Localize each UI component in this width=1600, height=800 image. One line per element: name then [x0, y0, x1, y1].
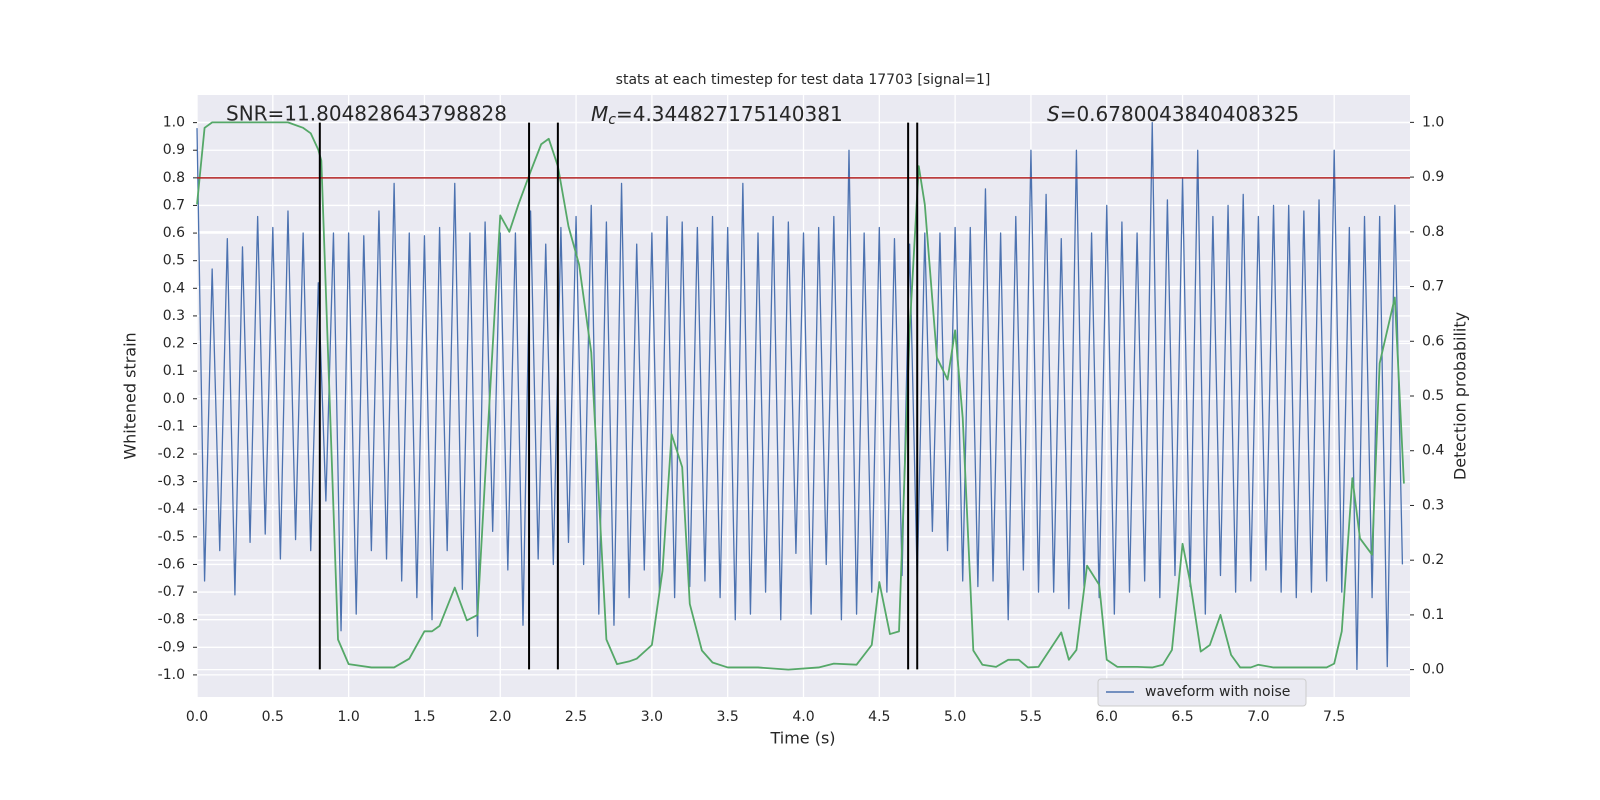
y-tick-label: 0.8 — [163, 170, 185, 186]
annotation-subscript: c — [608, 112, 616, 128]
x-tick-label: 5.0 — [944, 709, 966, 725]
x-tick-label: 7.0 — [1247, 709, 1269, 725]
y2-tick-label: 1.0 — [1422, 114, 1444, 130]
y-tick-label: -0.5 — [158, 529, 185, 545]
y2-tick-label: 0.6 — [1422, 333, 1444, 349]
y-tick-label: 0.2 — [163, 336, 185, 352]
y-tick-label: 0.4 — [163, 280, 185, 296]
x-tick-label: 3.5 — [717, 709, 739, 725]
series-line — [196, 121, 1405, 671]
annotation: SNR=11.804828643798828 — [226, 102, 507, 126]
x-tick-label: 1.5 — [413, 709, 435, 725]
y2-tick-label: 0.1 — [1422, 607, 1444, 623]
legend: waveform with noise — [1097, 678, 1307, 707]
annotation-symbol: S — [1047, 102, 1060, 126]
annotation: S=0.6780043840408325 — [1047, 102, 1299, 126]
y2-tick-label: 0.9 — [1422, 169, 1444, 185]
y-tick-label: 0.5 — [163, 253, 185, 269]
x-tick-label: 3.0 — [641, 709, 663, 725]
x-axis-label: Time (s) — [769, 729, 835, 748]
y-tick-label: -0.3 — [158, 474, 185, 490]
x-tick-label: 4.5 — [868, 709, 890, 725]
y2-tick-label: 0.5 — [1422, 388, 1444, 404]
y-tick-label: -1.0 — [158, 667, 185, 683]
y2-tick-label: 0.8 — [1422, 224, 1444, 240]
legend-label: waveform with noise — [1145, 684, 1290, 700]
annotation: Mc=4.344827175140381 — [591, 102, 843, 129]
annotation-symbol: M — [591, 102, 608, 126]
x-tick-label: 4.0 — [792, 709, 814, 725]
x-tick-label: 1.0 — [337, 709, 359, 725]
y2-tick-label: 0.4 — [1422, 443, 1444, 459]
y-tick-label: -0.2 — [158, 446, 185, 462]
annotation-text: =0.6780043840408325 — [1060, 102, 1299, 126]
y2-tick-label: 0.2 — [1422, 552, 1444, 568]
y-tick-label: 0.6 — [163, 225, 185, 241]
annotation-text: =4.344827175140381 — [616, 102, 843, 126]
y-tick-label: 1.0 — [163, 115, 185, 131]
series-line — [196, 121, 1404, 671]
y-tick-label: 0.9 — [163, 142, 185, 158]
x-tick-label: 7.5 — [1323, 709, 1345, 725]
x-tick-label: 0.0 — [186, 709, 208, 725]
x-tick-label: 6.5 — [1171, 709, 1193, 725]
x-tick-label: 5.5 — [1020, 709, 1042, 725]
y-axis-label: Whitened strain — [121, 332, 140, 459]
y-tick-label: -0.8 — [158, 612, 185, 628]
y-tick-label: -0.1 — [158, 418, 185, 434]
x-tick-label: 2.5 — [565, 709, 587, 725]
y2-tick-label: 0.0 — [1422, 662, 1444, 678]
y-tick-label: -0.4 — [158, 501, 185, 517]
chart-title: stats at each timestep for test data 177… — [616, 72, 991, 88]
y-tick-label: 0.0 — [163, 391, 185, 407]
y-tick-label: 0.3 — [163, 308, 185, 324]
y2-tick-label: 0.3 — [1422, 497, 1444, 513]
y-tick-label: 0.1 — [163, 363, 185, 379]
y2-tick-label: 0.7 — [1422, 279, 1444, 295]
x-tick-label: 6.0 — [1096, 709, 1118, 725]
y-tick-label: -0.7 — [158, 584, 185, 600]
y-tick-label: -0.6 — [158, 556, 185, 572]
x-tick-label: 2.0 — [489, 709, 511, 725]
y2-axis-label: Detection probability — [1451, 312, 1470, 480]
x-tick-label: 0.5 — [262, 709, 284, 725]
y-tick-label: -0.9 — [158, 639, 185, 655]
y-tick-label: 0.7 — [163, 197, 185, 213]
legend-box — [1097, 678, 1307, 707]
